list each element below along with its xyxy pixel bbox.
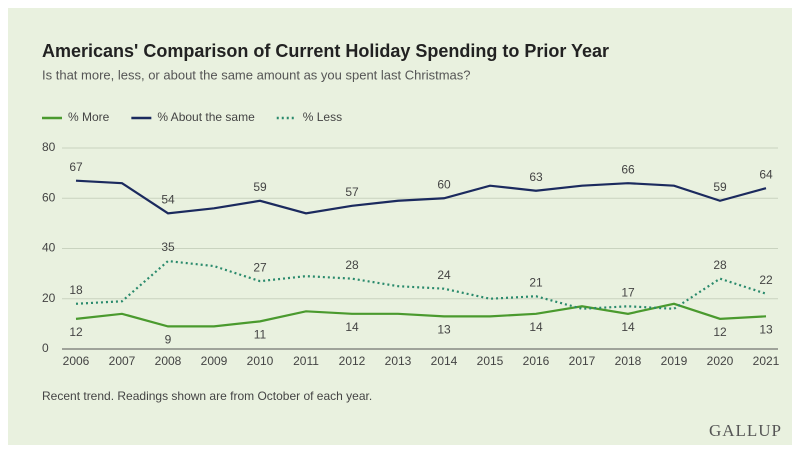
data-label: 13 — [437, 323, 451, 337]
data-label: 24 — [437, 268, 451, 282]
x-tick-label: 2021 — [753, 354, 780, 368]
data-label: 21 — [529, 275, 543, 289]
x-tick-label: 2018 — [615, 354, 642, 368]
y-tick-label: 40 — [42, 241, 56, 255]
data-label: 14 — [529, 320, 543, 334]
data-label: 59 — [713, 180, 727, 194]
x-tick-label: 2012 — [339, 354, 366, 368]
data-label: 27 — [253, 260, 267, 274]
data-label: 13 — [759, 323, 773, 337]
legend-label: % Less — [303, 110, 342, 124]
background — [8, 8, 792, 445]
data-label: 17 — [621, 285, 635, 299]
data-label: 14 — [621, 320, 635, 334]
chart-subtitle: Is that more, less, or about the same am… — [42, 67, 470, 82]
footnote: Recent trend. Readings shown are from Oc… — [42, 389, 372, 403]
x-tick-label: 2007 — [109, 354, 136, 368]
data-label: 63 — [529, 170, 543, 184]
data-label: 66 — [621, 162, 635, 176]
x-tick-label: 2013 — [385, 354, 412, 368]
y-tick-label: 60 — [42, 190, 56, 204]
x-tick-label: 2014 — [431, 354, 458, 368]
data-label: 11 — [254, 328, 267, 342]
chart-title: Americans' Comparison of Current Holiday… — [42, 41, 609, 61]
series-line — [75, 302, 767, 328]
y-tick-label: 0 — [42, 341, 49, 355]
y-tick-label: 80 — [42, 140, 56, 154]
data-label: 67 — [69, 160, 83, 174]
y-tick-label: 20 — [42, 291, 56, 305]
legend-label: % About the same — [157, 110, 255, 124]
data-label: 64 — [759, 167, 773, 181]
data-label: 59 — [253, 180, 267, 194]
data-label: 35 — [161, 240, 175, 254]
legend-label: % More — [68, 110, 110, 124]
x-tick-label: 2017 — [569, 354, 596, 368]
x-tick-label: 2016 — [523, 354, 550, 368]
x-tick-label: 2011 — [293, 354, 319, 368]
data-label: 12 — [713, 325, 727, 339]
x-tick-label: 2015 — [477, 354, 504, 368]
data-label: 28 — [713, 258, 727, 272]
series-line — [75, 259, 767, 310]
data-label: 18 — [69, 283, 83, 297]
x-tick-label: 2020 — [707, 354, 734, 368]
x-tick-label: 2006 — [63, 354, 90, 368]
data-label: 14 — [345, 320, 359, 334]
data-label: 57 — [345, 185, 359, 199]
x-tick-label: 2009 — [201, 354, 228, 368]
x-tick-label: 2008 — [155, 354, 182, 368]
x-tick-label: 2019 — [661, 354, 688, 368]
data-label: 28 — [345, 258, 359, 272]
series-line — [75, 179, 767, 215]
source-logo: GALLUP — [709, 421, 782, 440]
data-label: 54 — [161, 192, 175, 206]
data-label: 12 — [69, 325, 83, 339]
x-tick-label: 2010 — [247, 354, 274, 368]
data-label: 60 — [437, 177, 451, 191]
data-label: 9 — [165, 333, 172, 347]
data-label: 22 — [759, 273, 773, 287]
